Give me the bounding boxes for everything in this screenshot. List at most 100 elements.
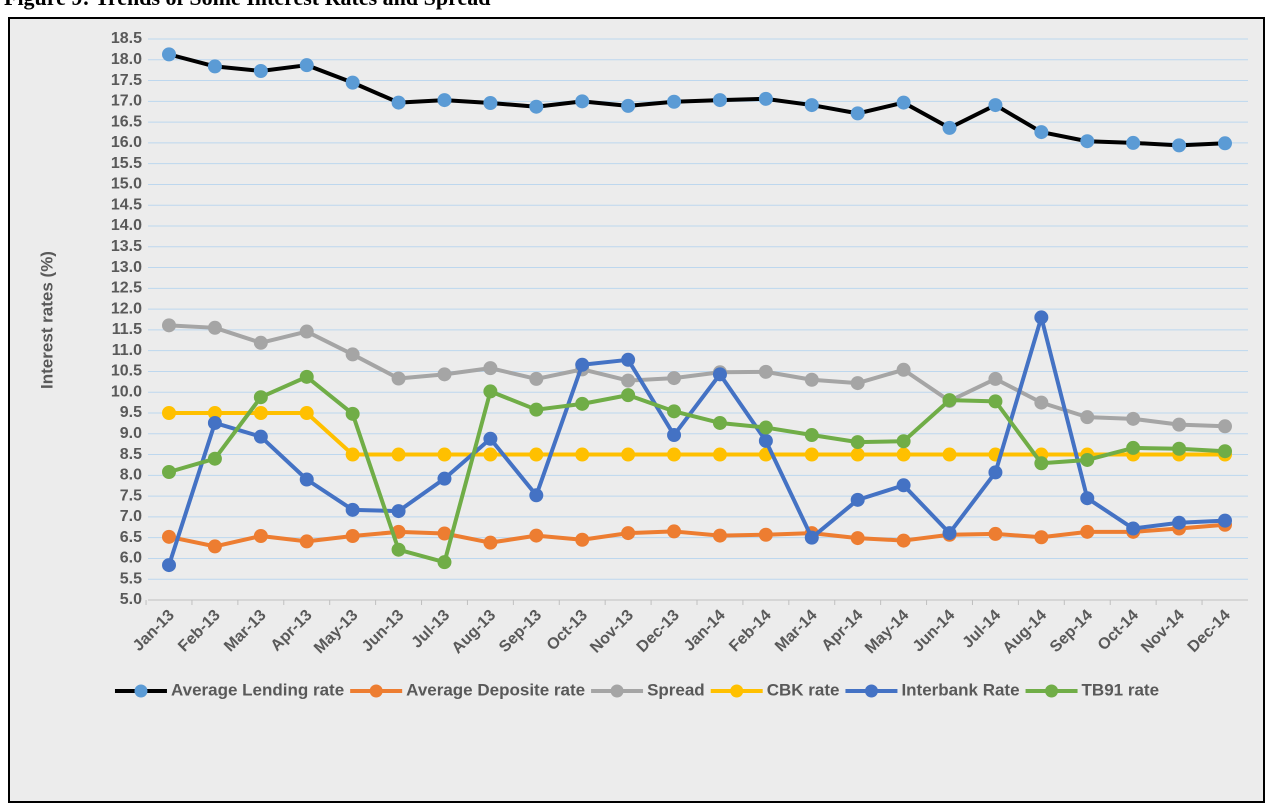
- data-point: [575, 396, 590, 411]
- data-point: [712, 367, 727, 382]
- y-tick-label: 7.5: [120, 487, 142, 504]
- chart-title: Figure 9: Trends of Some Interest Rates …: [4, 0, 490, 10]
- legend-label: CBK rate: [767, 680, 840, 699]
- data-point: [253, 390, 268, 405]
- data-point: [896, 95, 911, 110]
- y-tick-label: 18.0: [111, 51, 142, 68]
- data-point: [988, 371, 1003, 386]
- y-tick-label: 6.0: [120, 550, 142, 567]
- data-point: [345, 406, 360, 421]
- y-tick-label: 13.5: [111, 238, 142, 255]
- data-point: [988, 98, 1003, 113]
- data-point: [299, 369, 314, 384]
- legend-label: Average Deposite rate: [406, 680, 585, 699]
- legend-marker: [369, 684, 383, 698]
- data-point: [529, 99, 544, 114]
- data-point: [207, 415, 222, 430]
- data-point: [804, 98, 819, 113]
- data-point: [988, 526, 1003, 541]
- y-tick-label: 18.5: [111, 30, 142, 47]
- data-point: [1126, 135, 1141, 150]
- data-point: [483, 535, 498, 550]
- data-point: [1218, 444, 1232, 459]
- data-point: [1034, 310, 1049, 325]
- legend-item: CBK rate: [710, 680, 840, 699]
- data-point: [1218, 136, 1232, 151]
- data-point: [575, 532, 590, 547]
- data-point: [299, 324, 314, 339]
- data-point: [1034, 395, 1049, 410]
- y-tick-label: 17.0: [111, 93, 142, 110]
- data-point: [1080, 491, 1095, 506]
- legend-item: Average Lending rate: [114, 680, 344, 699]
- data-point: [345, 75, 360, 90]
- data-point: [299, 406, 314, 420]
- data-point: [850, 531, 865, 546]
- data-point: [345, 502, 360, 517]
- y-tick-label: 10.5: [111, 363, 142, 380]
- data-point: [712, 415, 727, 430]
- data-point: [529, 447, 544, 462]
- legend-label: TB91 rate: [1082, 680, 1159, 699]
- series-line: [168, 52, 1226, 148]
- data-point: [529, 371, 544, 386]
- y-tick-label: 11.0: [112, 342, 142, 359]
- data-point: [437, 367, 452, 382]
- data-point: [896, 533, 911, 548]
- data-point: [712, 447, 727, 462]
- data-point: [1172, 515, 1187, 530]
- data-point: [162, 529, 176, 544]
- data-point: [437, 555, 452, 570]
- data-point: [667, 371, 682, 386]
- legend-item: TB91 rate: [1025, 680, 1159, 699]
- y-tick-label: 14.5: [111, 196, 142, 213]
- data-point: [758, 364, 773, 379]
- data-point: [758, 91, 773, 106]
- data-point: [345, 447, 360, 462]
- data-point: [253, 406, 268, 420]
- y-tick-label: 16.0: [111, 134, 142, 151]
- y-tick-label: 16.5: [111, 113, 142, 130]
- data-point: [299, 472, 314, 487]
- data-point: [896, 362, 911, 377]
- data-point: [621, 388, 636, 403]
- data-point: [896, 447, 911, 462]
- series-line: [169, 411, 1225, 457]
- data-point: [1172, 138, 1187, 153]
- data-point: [1080, 452, 1095, 467]
- data-point: [942, 526, 957, 541]
- data-point: [207, 59, 222, 74]
- legend-label: Interbank Rate: [901, 680, 1019, 699]
- data-point: [1126, 411, 1141, 426]
- data-point: [162, 47, 176, 62]
- data-point: [1218, 513, 1232, 528]
- data-point: [758, 433, 773, 448]
- y-tick-label: 17.5: [111, 72, 142, 89]
- legend-item: Average Deposite rate: [350, 680, 585, 699]
- legend: Average Lending rate Average Deposite rat…: [114, 680, 1159, 699]
- data-point: [850, 435, 865, 450]
- data-point: [712, 93, 727, 108]
- data-point: [1218, 419, 1232, 434]
- data-point: [1172, 417, 1187, 432]
- data-point: [667, 94, 682, 109]
- data-point: [804, 372, 819, 387]
- legend-item: Spread: [591, 680, 705, 699]
- data-point: [437, 93, 452, 108]
- data-point: [253, 63, 268, 78]
- data-point: [162, 406, 176, 420]
- data-point: [804, 447, 819, 462]
- y-tick-label: 13.0: [111, 259, 142, 276]
- data-point: [529, 488, 544, 503]
- y-tick-label: 7.0: [120, 508, 142, 525]
- data-point: [162, 558, 176, 573]
- series-line: [168, 323, 1226, 429]
- data-point: [391, 542, 406, 557]
- data-point: [207, 320, 222, 335]
- data-point: [988, 465, 1003, 480]
- data-point: [575, 447, 590, 462]
- data-point: [483, 95, 498, 110]
- data-point: [575, 94, 590, 109]
- legend-marker: [610, 684, 624, 698]
